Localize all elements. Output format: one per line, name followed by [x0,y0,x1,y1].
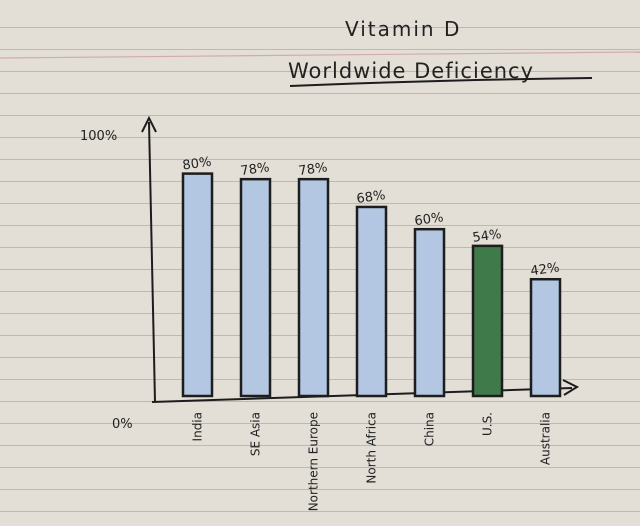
chart-title: Vitamin D [345,17,461,41]
bar-u-s [471,244,504,398]
category-label: North Africa [365,412,379,484]
value-label: 54% [472,227,503,246]
bars-group [181,172,562,398]
value-label: 78% [240,160,271,179]
y-tick-label-max: 100% [80,129,117,144]
category-label: U.S. [481,412,495,436]
value-label: 78% [298,160,329,179]
bar-north-africa [355,205,388,398]
value-label: 68% [356,188,387,207]
bar-india [181,172,214,398]
bar-australia [529,277,562,398]
category-label: Northern Europe [307,412,321,511]
value-label: 80% [182,155,213,174]
category-labels-group: India SE Asia Northern Europe North Africa C… [191,412,553,511]
category-label: SE Asia [249,412,263,456]
category-label: India [191,412,205,441]
paper-margin-line [0,51,640,59]
category-label: China [423,412,437,446]
bar-china [413,227,446,398]
y-axis [148,121,156,403]
value-labels-group: 80% 78% 78% 68% 60% 54% 42% [182,155,561,280]
y-tick-label-zero: 0% [112,417,133,432]
x-axis-arrow [562,379,580,396]
value-label: 42% [530,260,561,279]
bar-se-asia [239,177,272,398]
bar-northern-europe [297,177,330,398]
category-label: Australia [539,412,553,465]
subtitle-underline [289,77,593,87]
y-axis-arrow [141,115,157,133]
value-label: 60% [414,210,445,229]
